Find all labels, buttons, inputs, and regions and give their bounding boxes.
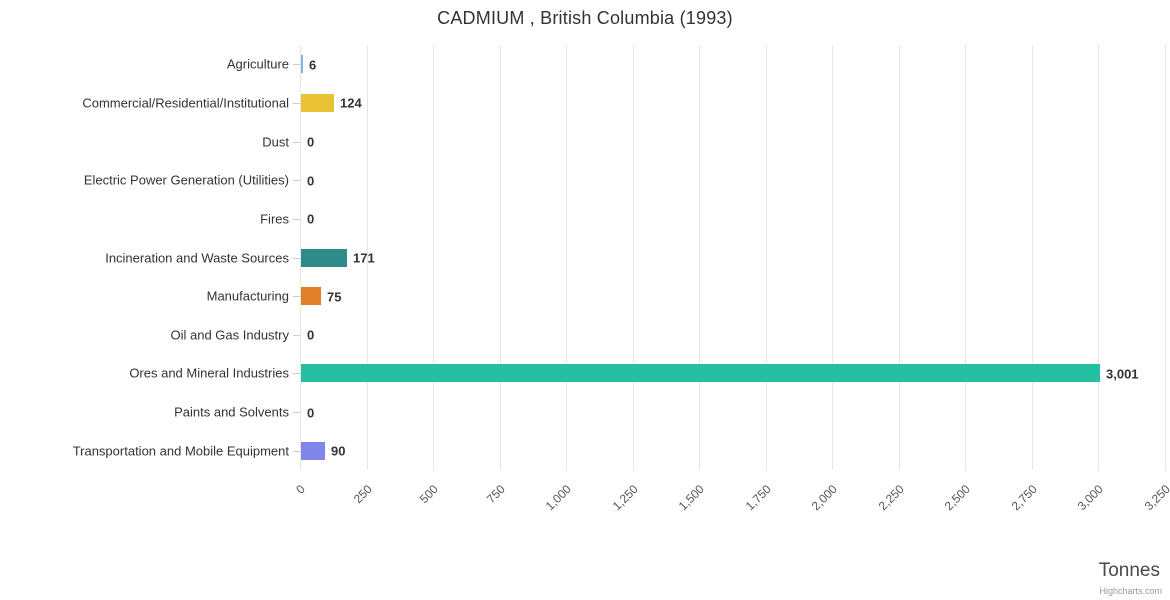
y-axis-tick bbox=[293, 103, 300, 104]
y-axis-tick bbox=[293, 373, 300, 374]
bar[interactable] bbox=[301, 55, 303, 74]
category-label: Commercial/Residential/Institutional bbox=[82, 95, 289, 111]
x-tick-label: 3,000 bbox=[1075, 482, 1107, 514]
x-tick-label: 2,250 bbox=[875, 482, 907, 514]
x-tick-label: 500 bbox=[416, 482, 441, 507]
value-label: 6 bbox=[309, 57, 317, 73]
gridline bbox=[699, 45, 701, 470]
gridline bbox=[898, 45, 900, 470]
category-label: Ores and Mineral Industries bbox=[129, 365, 289, 381]
y-axis-tick bbox=[293, 412, 300, 413]
y-axis-tick bbox=[293, 219, 300, 220]
category-label: Fires bbox=[260, 211, 289, 227]
x-tick-label: 1,500 bbox=[675, 482, 708, 514]
gridline bbox=[632, 45, 634, 470]
value-label: 0 bbox=[307, 327, 315, 343]
value-label: 171 bbox=[353, 250, 375, 266]
value-label: 75 bbox=[327, 289, 342, 305]
y-axis-tick bbox=[293, 142, 300, 143]
x-tick-label: 250 bbox=[350, 482, 375, 507]
gridline bbox=[433, 45, 435, 470]
bar[interactable] bbox=[301, 93, 334, 112]
bar[interactable] bbox=[301, 364, 1100, 383]
value-label: 3,001 bbox=[1106, 366, 1139, 382]
value-label: 0 bbox=[307, 211, 315, 227]
x-axis-title: Tonnes bbox=[1098, 560, 1160, 581]
value-label: 124 bbox=[340, 95, 362, 111]
x-tick-label: 750 bbox=[483, 482, 508, 507]
bar[interactable] bbox=[301, 287, 321, 306]
category-label: Oil and Gas Industry bbox=[170, 327, 290, 343]
x-tick-label: 2,000 bbox=[809, 482, 841, 514]
highcharts-credit[interactable]: Highcharts.com bbox=[1099, 586, 1162, 596]
category-label: Dust bbox=[262, 134, 289, 150]
y-axis-tick bbox=[293, 451, 300, 452]
value-label: 0 bbox=[307, 173, 315, 189]
y-axis-tick bbox=[293, 180, 300, 181]
bar[interactable] bbox=[301, 248, 347, 267]
y-axis-tick bbox=[293, 335, 300, 336]
value-label: 90 bbox=[331, 443, 346, 459]
x-tick-label: 2,500 bbox=[942, 482, 974, 514]
x-tick-label: 0 bbox=[293, 482, 308, 497]
value-label: 0 bbox=[307, 405, 315, 421]
gridline bbox=[1165, 45, 1166, 470]
category-label: Transportation and Mobile Equipment bbox=[72, 443, 289, 459]
gridline bbox=[1098, 45, 1100, 470]
gridline bbox=[566, 45, 568, 470]
y-axis-tick bbox=[293, 64, 300, 65]
bar[interactable] bbox=[301, 441, 325, 460]
category-label: Incineration and Waste Sources bbox=[105, 250, 289, 265]
category-label: Paints and Solvents bbox=[174, 404, 289, 420]
y-axis-tick bbox=[293, 296, 300, 297]
x-tick-label: 2,750 bbox=[1008, 482, 1040, 514]
gridline bbox=[300, 45, 301, 470]
x-tick-label: 3,250 bbox=[1141, 482, 1170, 514]
category-label: Electric Power Generation (Utilities) bbox=[83, 172, 289, 188]
gridline bbox=[965, 45, 967, 470]
gridline bbox=[499, 45, 501, 470]
gridline bbox=[832, 45, 834, 470]
gridline bbox=[1031, 45, 1033, 470]
category-label: Agriculture bbox=[226, 56, 289, 72]
value-label: 0 bbox=[307, 134, 315, 150]
x-tick-label: 1,250 bbox=[609, 482, 641, 514]
x-tick-label: 1,750 bbox=[742, 482, 774, 514]
chart-title: CADMIUM , British Columbia (1993) bbox=[437, 8, 733, 28]
y-axis-tick bbox=[293, 258, 300, 259]
gridline bbox=[765, 45, 767, 470]
x-tick-label: 1,000 bbox=[542, 482, 575, 514]
gridline bbox=[366, 45, 368, 470]
category-label: Manufacturing bbox=[206, 288, 289, 304]
